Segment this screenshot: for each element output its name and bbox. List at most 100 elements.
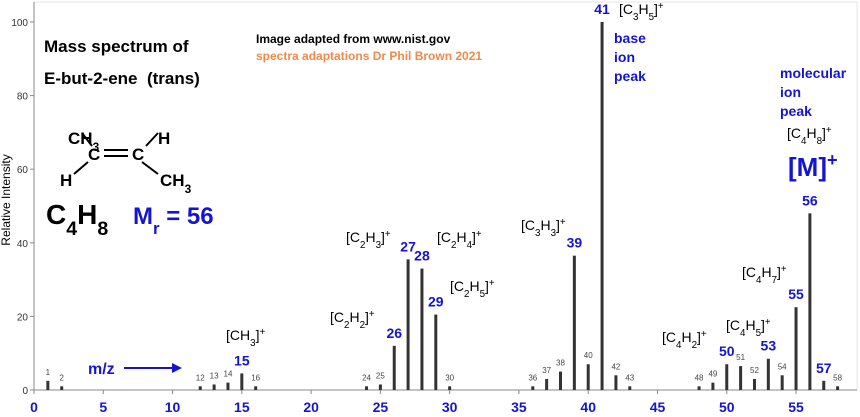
peak [725, 364, 729, 390]
molecular-ion: [M]+ [788, 150, 838, 182]
peak [697, 386, 701, 390]
peak [614, 375, 618, 390]
peak [448, 386, 452, 390]
peak-label: 39 [567, 235, 583, 251]
peak [531, 386, 535, 390]
peak [240, 373, 244, 390]
peak [365, 386, 369, 390]
atom: H [158, 129, 170, 148]
formula: C4H8 [46, 199, 108, 240]
peak [545, 378, 549, 390]
x-tick-label: 25 [373, 399, 389, 415]
peak-label: 56 [802, 192, 818, 208]
peak [600, 22, 604, 390]
peak-label: 50 [719, 343, 735, 359]
peak [198, 386, 202, 390]
bond [145, 132, 159, 147]
note-line: peak [780, 103, 812, 119]
peak-label: 42 [611, 362, 620, 371]
peak-label: 36 [528, 373, 537, 382]
arrow-head [172, 363, 182, 373]
peak-label: 29 [428, 294, 444, 310]
peak-label: 43 [625, 373, 634, 382]
peak [836, 386, 840, 390]
peak [392, 345, 396, 390]
peak-label: 12 [196, 373, 205, 382]
peak [572, 255, 576, 390]
peak-label: 49 [708, 370, 717, 379]
note-line: peak [614, 68, 646, 84]
peak-label: 14 [224, 370, 233, 379]
peak [808, 213, 812, 390]
note-line: molecular [780, 65, 847, 81]
peak-label: 37 [542, 366, 551, 375]
y-tick-label: 100 [11, 18, 28, 29]
peak [60, 386, 64, 390]
peak [780, 375, 784, 390]
x-tick-label: 15 [234, 399, 250, 415]
peak [254, 386, 258, 390]
peak-label: 52 [750, 366, 759, 375]
atom: C [132, 145, 144, 164]
peak-label: 38 [556, 359, 565, 368]
peak [226, 382, 230, 390]
peak [46, 380, 50, 390]
x-tick-label: 30 [442, 399, 458, 415]
ion-label: [C3H3]+ [521, 217, 566, 239]
ion-label: [C4H2]+ [662, 329, 707, 351]
y-tick-label: 20 [17, 312, 29, 323]
bond [81, 132, 93, 147]
atom: C [88, 145, 100, 164]
ion-label: [CH3]+ [226, 327, 265, 349]
ion-label: [C2H3]+ [346, 229, 391, 251]
peak-label: 55 [788, 286, 804, 302]
peak [406, 259, 410, 390]
peak [378, 384, 382, 390]
peak-label: 15 [234, 352, 250, 368]
ion-label: [C3H5]+ [619, 1, 664, 23]
peak-label: 58 [833, 373, 842, 382]
peak-label: 53 [761, 338, 777, 354]
peak-label: 25 [376, 371, 385, 380]
note-line: ion [614, 49, 635, 65]
peak [628, 386, 632, 390]
peak-label: 48 [695, 373, 704, 382]
atom: CH3 [160, 171, 192, 196]
bond [73, 161, 89, 175]
x-tick-label: 20 [303, 399, 319, 415]
note-line: ion [780, 84, 801, 100]
chart-subtitle: E-but-2-ene (trans) [44, 69, 200, 88]
peak-label: 54 [778, 362, 787, 371]
x-tick-label: 10 [165, 399, 181, 415]
peak-label: 13 [210, 371, 219, 380]
peak [558, 371, 562, 390]
peak-label: 41 [594, 1, 610, 17]
peak-label: 51 [736, 353, 745, 362]
note-line: base [614, 30, 646, 46]
peak [794, 307, 798, 390]
x-tick-label: 40 [580, 399, 596, 415]
peak-label: 28 [414, 248, 430, 264]
peak-label: 26 [386, 325, 402, 341]
peak [586, 364, 590, 390]
atom: H [60, 171, 72, 190]
y-axis-label: Relative Intensity [0, 154, 13, 245]
peak-label: 40 [584, 351, 593, 360]
bond [141, 161, 159, 175]
peak [752, 378, 756, 390]
y-tick-label: 80 [17, 92, 29, 103]
ion-label: [C4H7]+ [742, 264, 787, 286]
peak [420, 268, 424, 390]
ion-label: [C2H4]+ [437, 229, 482, 251]
structure: CH3 H C C H CH3 [60, 129, 192, 196]
y-tick-label: 60 [17, 165, 29, 176]
x-tick-label: 55 [788, 399, 804, 415]
y-tick-label: 40 [17, 239, 29, 250]
peak [711, 382, 715, 390]
x-tick-label: 5 [99, 399, 107, 415]
peak-label: 24 [362, 373, 371, 382]
peak [739, 366, 743, 390]
peak-label: 1 [46, 368, 51, 377]
peak-label: 16 [251, 373, 260, 382]
